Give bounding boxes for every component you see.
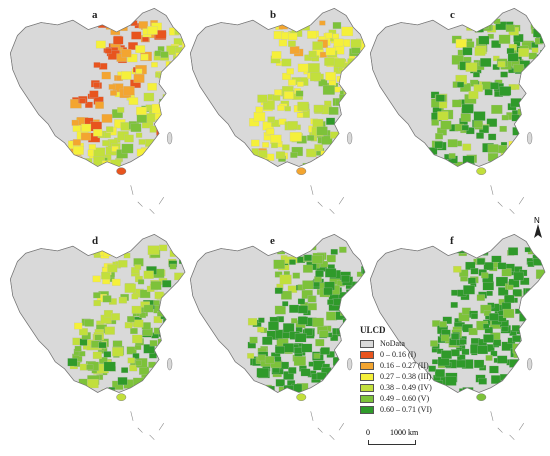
panel-label-e: e	[270, 235, 275, 247]
legend-label: 0 – 0.16 (I)	[380, 349, 416, 359]
legend-label: 0.49 – 0.60 (V)	[380, 393, 430, 403]
legend-label: 0.27 – 0.38 (III)	[380, 371, 432, 381]
panel-label-f: f	[450, 235, 454, 247]
legend-swatch	[360, 405, 374, 414]
legend-swatch	[360, 350, 374, 359]
map-panel-d	[9, 233, 186, 440]
map-panel-e	[189, 233, 366, 440]
legend-swatch	[360, 339, 374, 348]
panel-label-a: a	[92, 9, 98, 21]
map-panel-a	[9, 7, 186, 214]
legend-item: 0.38 – 0.49 (IV)	[360, 382, 460, 393]
legend-swatch	[360, 361, 374, 370]
scale-zero-label: 0	[366, 428, 370, 437]
panel-label-b: b	[270, 9, 276, 21]
legend-item: 0.60 – 0.71 (VI)	[360, 404, 460, 415]
legend-label: 0.16 – 0.27 (II)	[380, 360, 429, 370]
legend-label: 0.60 – 0.71 (VI)	[380, 404, 432, 414]
legend-swatch	[360, 383, 374, 392]
legend: ULCD NoData 0 – 0.16 (I) 0.16 – 0.27 (II) 0…	[360, 326, 460, 415]
panel-label-d: d	[92, 235, 98, 247]
scale-bar: 0 1000 km	[366, 428, 448, 448]
legend-label: NoData	[380, 338, 405, 348]
legend-item: 0.49 – 0.60 (V)	[360, 393, 460, 404]
legend-label: 0.38 – 0.49 (IV)	[380, 382, 432, 392]
north-arrow-icon: N	[530, 216, 546, 240]
map-panel-b	[189, 7, 366, 214]
north-label: N	[534, 216, 540, 225]
legend-item: 0.27 – 0.38 (III)	[360, 371, 460, 382]
map-panel-c	[369, 7, 546, 214]
legend-item: 0 – 0.16 (I)	[360, 349, 460, 360]
legend-swatch	[360, 394, 374, 403]
panel-label-c: c	[450, 9, 455, 21]
scale-distance-label: 1000 km	[390, 428, 419, 437]
scale-line	[368, 440, 416, 445]
legend-item: 0.16 – 0.27 (II)	[360, 360, 460, 371]
legend-title: ULCD	[360, 325, 386, 335]
legend-swatch	[360, 372, 374, 381]
legend-item: NoData	[360, 338, 460, 349]
